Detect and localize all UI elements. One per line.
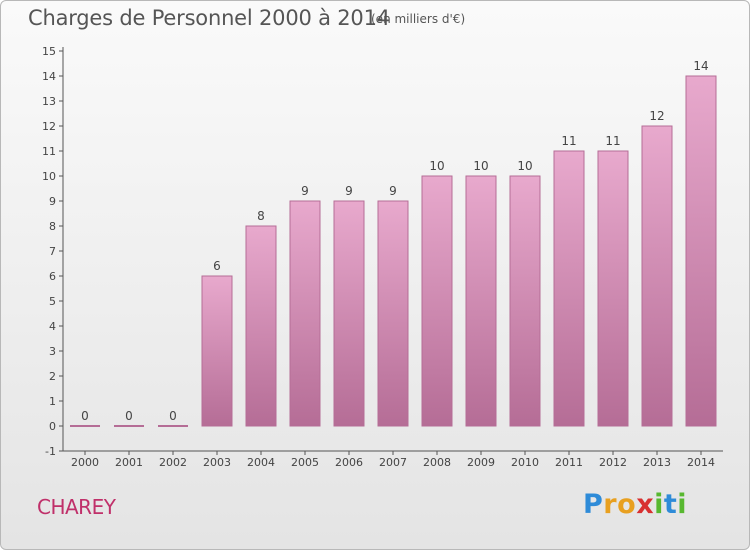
x-tick-label: 2004 — [247, 456, 275, 469]
bar — [553, 150, 585, 427]
bar — [201, 275, 233, 427]
bar — [333, 200, 365, 427]
brand-letter: o — [617, 489, 637, 520]
y-tick-label: 2 — [49, 370, 56, 383]
bar-value-label: 9 — [301, 184, 309, 198]
y-tick-label: 14 — [42, 70, 56, 83]
x-tick-label: 2014 — [687, 456, 715, 469]
bar-value-label: 10 — [429, 159, 444, 173]
proxiti-logo: Proxiti — [583, 489, 687, 520]
x-tick-label: 2010 — [511, 456, 539, 469]
brand-letter: i — [654, 489, 664, 520]
y-tick-label: 3 — [49, 345, 56, 358]
brand-letter: i — [677, 489, 688, 520]
bar — [685, 75, 717, 427]
chart-bars — [70, 75, 717, 427]
y-tick-label: 4 — [49, 320, 56, 333]
bar-value-label: 11 — [561, 134, 576, 148]
y-tick-label: 8 — [49, 220, 56, 233]
x-tick-label: 2000 — [71, 456, 99, 469]
bar-value-label: 10 — [473, 159, 488, 173]
brand-letter: t — [663, 489, 678, 520]
bar-value-label: 9 — [345, 184, 353, 198]
y-tick-label: 6 — [49, 270, 56, 283]
bar — [377, 200, 409, 427]
bar — [641, 125, 673, 427]
bar — [245, 225, 277, 427]
brand-letter: P — [583, 489, 604, 520]
bar-value-label: 12 — [649, 109, 664, 123]
x-tick-label: 2009 — [467, 456, 495, 469]
y-tick-label: 10 — [42, 170, 56, 183]
bar — [509, 175, 541, 427]
y-tick-label: 13 — [42, 95, 56, 108]
bar — [289, 200, 321, 427]
chart-subtitle: (en milliers d'€) — [371, 12, 466, 26]
x-tick-label: 2013 — [643, 456, 671, 469]
x-tick-label: 2007 — [379, 456, 407, 469]
y-tick-label: 9 — [49, 195, 56, 208]
brand-letter: r — [603, 489, 618, 520]
bar-value-label: 6 — [213, 259, 221, 273]
brand-letter: x — [636, 489, 655, 520]
bar-value-label: 8 — [257, 209, 265, 223]
bar-value-label: 0 — [169, 409, 177, 423]
bar — [421, 175, 453, 427]
bar-value-label: 9 — [389, 184, 397, 198]
bar-value-label: 11 — [605, 134, 620, 148]
y-tick-label: 11 — [42, 145, 56, 158]
y-tick-label: 7 — [49, 245, 56, 258]
bar-value-label: 14 — [693, 59, 708, 73]
y-tick-label: 15 — [42, 45, 56, 58]
x-tick-label: 2012 — [599, 456, 627, 469]
x-tick-label: 2008 — [423, 456, 451, 469]
x-tick-label: 2006 — [335, 456, 363, 469]
y-tick-label: 5 — [49, 295, 56, 308]
chart-title: Charges de Personnel 2000 à 2014 — [28, 6, 390, 30]
x-tick-label: 2011 — [555, 456, 583, 469]
bar-value-label: 0 — [125, 409, 133, 423]
y-tick-label: -1 — [45, 445, 56, 458]
x-tick-label: 2005 — [291, 456, 319, 469]
y-tick-label: 12 — [42, 120, 56, 133]
x-tick-label: 2003 — [203, 456, 231, 469]
x-tick-label: 2002 — [159, 456, 187, 469]
bar — [465, 175, 497, 427]
chart-labels: 0 0 0 6 8 9 9 9 10 10 10 11 11 12 14 — [81, 59, 708, 423]
y-tick-label: 0 — [49, 420, 56, 433]
bar — [597, 150, 629, 427]
commune-name: CHAREY — [37, 495, 116, 519]
bar-value-label: 10 — [517, 159, 532, 173]
bar-value-label: 0 — [81, 409, 89, 423]
y-tick-label: 1 — [49, 395, 56, 408]
x-tick-label: 2001 — [115, 456, 143, 469]
